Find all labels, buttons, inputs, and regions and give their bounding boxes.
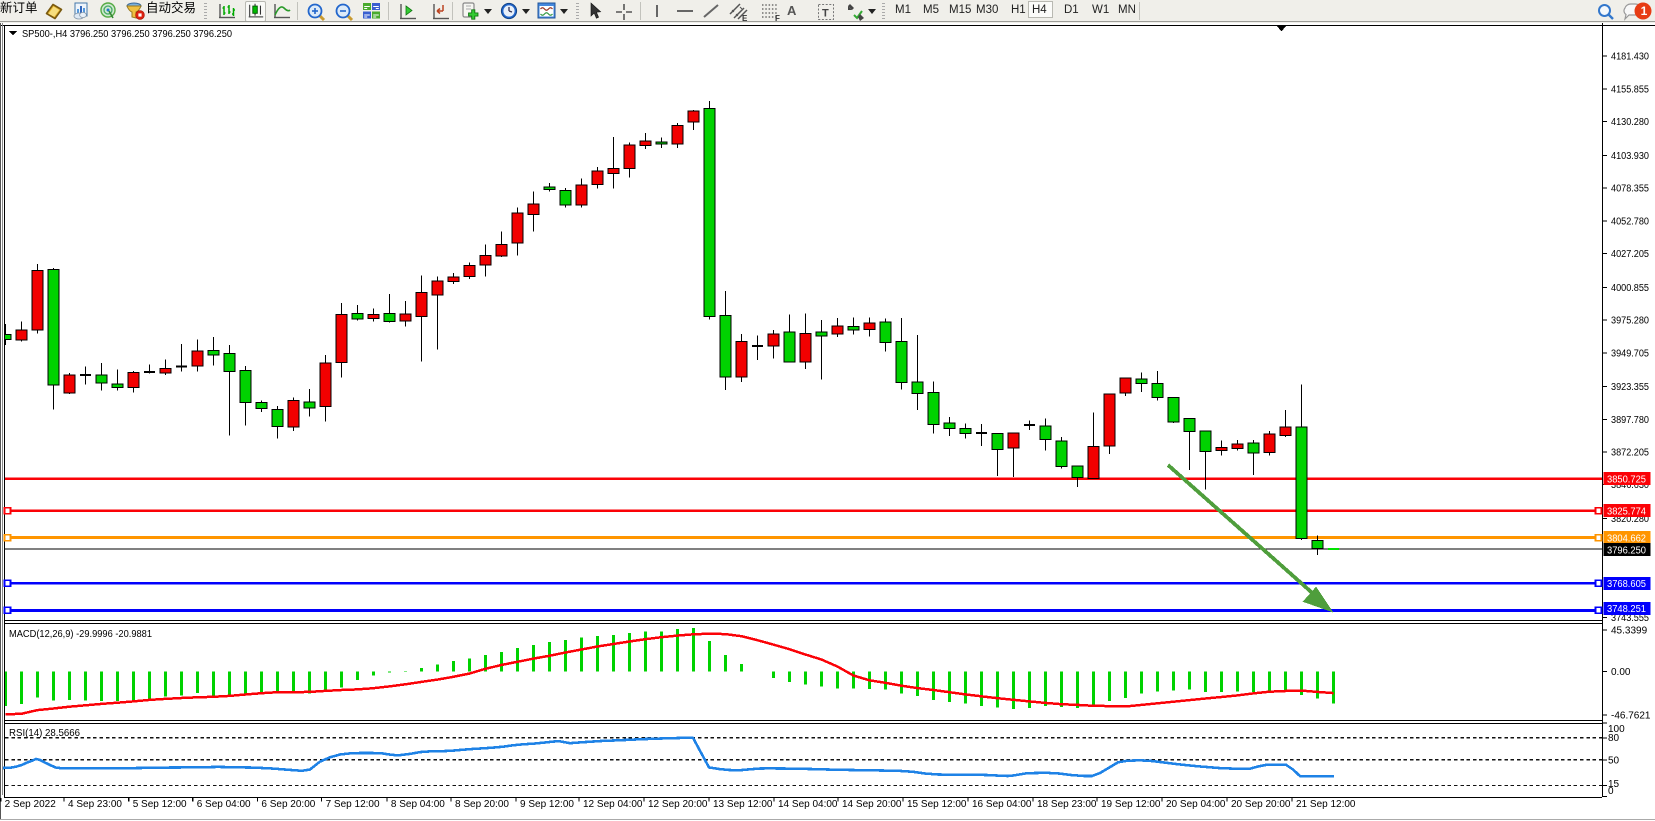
svg-text:80: 80 [1608, 733, 1620, 744]
svg-text:3872.205: 3872.205 [1611, 448, 1649, 459]
svg-text:12 Sep 20:00: 12 Sep 20:00 [648, 799, 708, 810]
svg-text:1: 1 [1641, 4, 1648, 18]
svg-text:8 Sep 04:00: 8 Sep 04:00 [391, 799, 445, 810]
svg-text:0: 0 [1608, 786, 1614, 797]
svg-text:19 Sep 12:00: 19 Sep 12:00 [1101, 799, 1161, 810]
svg-text:F: F [775, 14, 780, 22]
svg-text:4000.855: 4000.855 [1611, 283, 1649, 294]
svg-text:3949.705: 3949.705 [1611, 348, 1649, 359]
svg-text:4 Sep 23:00: 4 Sep 23:00 [68, 799, 122, 810]
svg-text:3743.555: 3743.555 [1611, 613, 1649, 624]
svg-text:50: 50 [1608, 755, 1620, 766]
svg-text:3768.605: 3768.605 [1607, 579, 1646, 590]
svg-text:0.00: 0.00 [1611, 667, 1631, 678]
svg-text:9 Sep 12:00: 9 Sep 12:00 [520, 799, 574, 810]
svg-text:3850.725: 3850.725 [1607, 475, 1646, 486]
svg-text:2 Sep 2022: 2 Sep 2022 [5, 799, 57, 810]
svg-text:3975.280: 3975.280 [1611, 316, 1649, 327]
svg-text:6 Sep 04:00: 6 Sep 04:00 [197, 799, 251, 810]
svg-text:45.3399: 45.3399 [1611, 626, 1648, 637]
svg-text:4052.780: 4052.780 [1611, 216, 1649, 227]
svg-text:4130.280: 4130.280 [1611, 117, 1649, 128]
svg-text:4027.205: 4027.205 [1611, 249, 1649, 260]
svg-text:15: 15 [1608, 779, 1620, 790]
svg-text:14 Sep 20:00: 14 Sep 20:00 [842, 799, 902, 810]
svg-text:4155.855: 4155.855 [1611, 84, 1649, 95]
svg-text:6 Sep 20:00: 6 Sep 20:00 [261, 799, 315, 810]
svg-text:4181.430: 4181.430 [1611, 52, 1649, 63]
svg-text:20 Sep 04:00: 20 Sep 04:00 [1166, 799, 1226, 810]
svg-text:4103.930: 4103.930 [1611, 151, 1649, 162]
svg-text:T: T [822, 8, 829, 20]
svg-text:MACD(12,26,9) -29.9996 -20.988: MACD(12,26,9) -29.9996 -20.9881 [9, 629, 152, 640]
svg-text:12 Sep 04:00: 12 Sep 04:00 [583, 799, 643, 810]
svg-text:14 Sep 04:00: 14 Sep 04:00 [778, 799, 838, 810]
svg-text:3825.774: 3825.774 [1607, 506, 1646, 517]
svg-text:4078.355: 4078.355 [1611, 184, 1649, 195]
svg-text:SP500-,H4 3796.250 3796.250 3: SP500-,H4 3796.250 3796.250 3796.250 379… [22, 29, 232, 40]
svg-text:16 Sep 04:00: 16 Sep 04:00 [972, 799, 1032, 810]
svg-text:15 Sep 12:00: 15 Sep 12:00 [907, 799, 967, 810]
svg-text:5 Sep 12:00: 5 Sep 12:00 [133, 799, 187, 810]
svg-text:3748.251: 3748.251 [1607, 604, 1646, 615]
svg-text:8 Sep 20:00: 8 Sep 20:00 [455, 799, 509, 810]
svg-text:3923.355: 3923.355 [1611, 382, 1649, 393]
svg-text:3804.662: 3804.662 [1607, 533, 1646, 544]
svg-text:3897.780: 3897.780 [1611, 415, 1649, 426]
svg-text:-46.7621: -46.7621 [1611, 710, 1651, 721]
svg-text:7 Sep 12:00: 7 Sep 12:00 [326, 799, 380, 810]
svg-text:13 Sep 12:00: 13 Sep 12:00 [713, 799, 773, 810]
svg-text:18 Sep 23:00: 18 Sep 23:00 [1037, 799, 1097, 810]
svg-text:3846.630: 3846.630 [1611, 480, 1649, 491]
svg-text:3796.250: 3796.250 [1607, 545, 1646, 556]
svg-text:E: E [742, 14, 748, 22]
svg-text:20 Sep 20:00: 20 Sep 20:00 [1231, 799, 1291, 810]
svg-text:RSI(14) 28.5666: RSI(14) 28.5666 [9, 728, 80, 739]
svg-text:3820.280: 3820.280 [1611, 514, 1649, 525]
svg-text:21 Sep 12:00: 21 Sep 12:00 [1296, 799, 1356, 810]
svg-text:100: 100 [1608, 724, 1625, 735]
